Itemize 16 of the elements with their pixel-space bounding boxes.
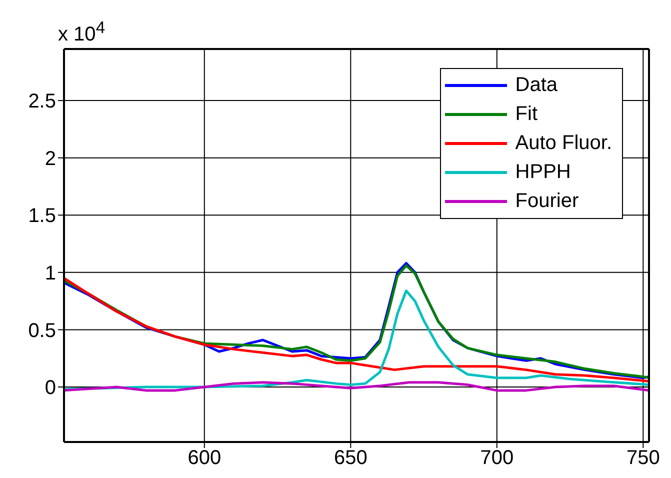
legend-label: Fit [515, 103, 538, 126]
y-tick-label: 0.5 [28, 320, 56, 342]
x-tick-label: 650 [334, 447, 368, 470]
x-tick-label: 700 [480, 447, 514, 470]
y-tick-label: 1.5 [28, 205, 56, 228]
legend-label: Data [515, 74, 558, 97]
legend-label: HPPH [515, 161, 571, 184]
legend-label: Fourier [515, 190, 579, 213]
x-tick-label: 750 [626, 447, 660, 470]
y-tick-label: 0 [44, 377, 56, 400]
x-tick-label: 600 [188, 447, 222, 470]
y-tick-label: 2 [44, 148, 56, 170]
legend-label: Auto Fluor. [515, 132, 612, 155]
y-tick-label: 1 [44, 262, 56, 285]
y-tick-label: 2.5 [28, 90, 56, 113]
text: x 10$^{4}$ [58, 18, 106, 47]
